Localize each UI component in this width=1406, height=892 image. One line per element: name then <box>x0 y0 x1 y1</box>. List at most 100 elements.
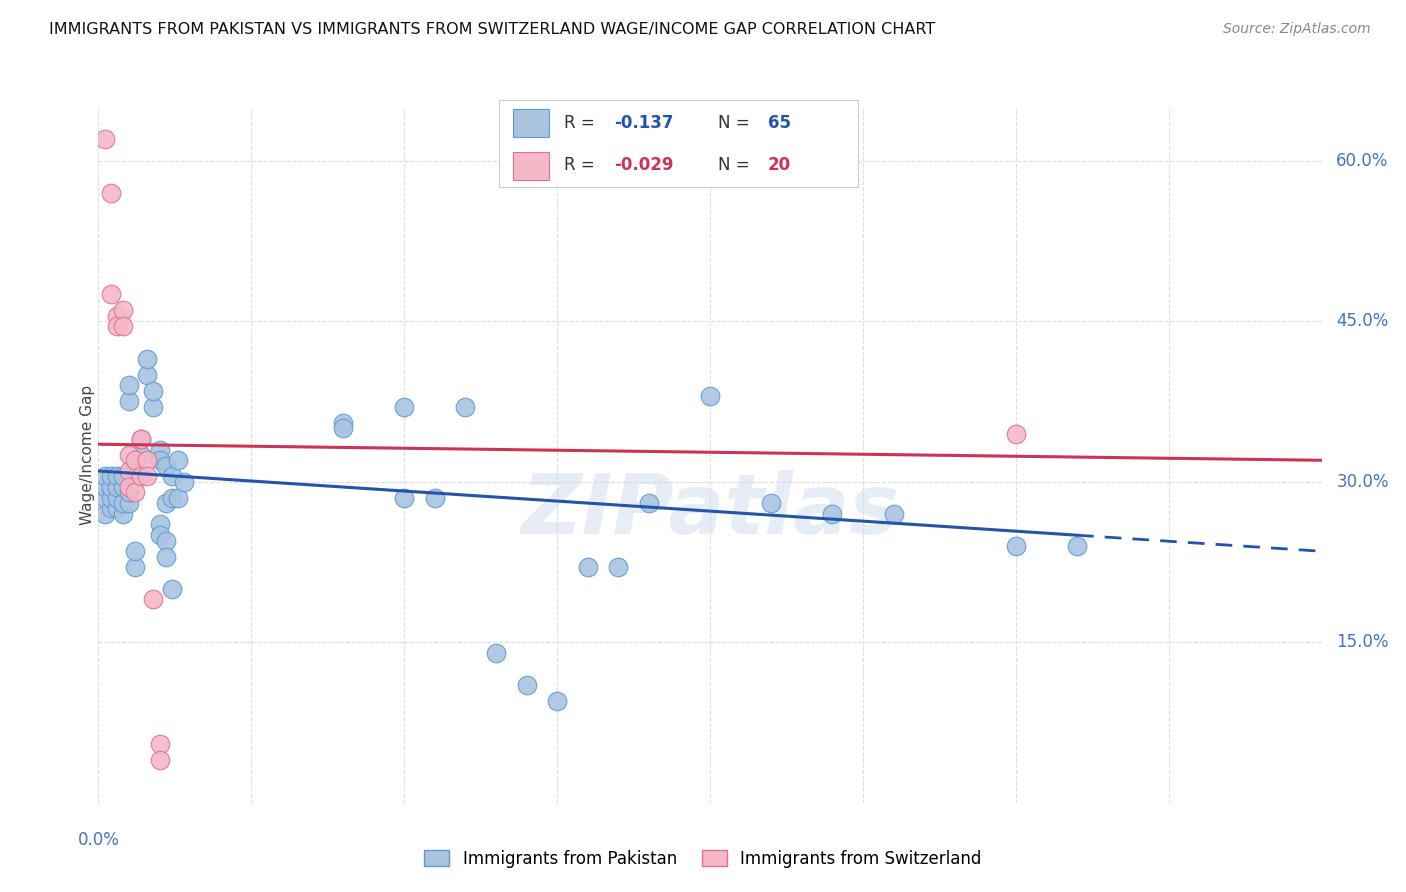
Legend: Immigrants from Pakistan, Immigrants from Switzerland: Immigrants from Pakistan, Immigrants fro… <box>418 844 988 875</box>
Point <box>173 475 195 489</box>
Point <box>332 421 354 435</box>
Point <box>576 560 599 574</box>
Point <box>100 480 122 494</box>
Text: 45.0%: 45.0% <box>1336 312 1389 330</box>
Point <box>160 469 183 483</box>
Point <box>821 507 844 521</box>
Text: N =: N = <box>718 155 755 174</box>
Text: N =: N = <box>718 113 755 132</box>
Point <box>93 469 115 483</box>
Point <box>136 469 159 483</box>
Text: 65: 65 <box>768 113 792 132</box>
Point <box>105 501 128 516</box>
Point <box>160 491 183 505</box>
Point <box>167 491 190 505</box>
Text: IMMIGRANTS FROM PAKISTAN VS IMMIGRANTS FROM SWITZERLAND WAGE/INCOME GAP CORRELAT: IMMIGRANTS FROM PAKISTAN VS IMMIGRANTS F… <box>49 22 935 37</box>
Point <box>118 464 141 478</box>
Point <box>93 507 115 521</box>
Point <box>100 287 122 301</box>
Point <box>149 737 172 751</box>
Point <box>423 491 446 505</box>
Y-axis label: Wage/Income Gap: Wage/Income Gap <box>80 384 94 525</box>
Point <box>142 400 165 414</box>
Point <box>155 533 177 548</box>
Point <box>100 469 122 483</box>
Point <box>105 319 128 334</box>
Point <box>111 303 134 318</box>
Point <box>149 442 172 457</box>
Point <box>699 389 721 403</box>
Point <box>607 560 630 574</box>
Text: 30.0%: 30.0% <box>1336 473 1389 491</box>
Point <box>759 496 782 510</box>
Point <box>111 469 134 483</box>
Point <box>105 469 128 483</box>
Point <box>111 480 134 494</box>
Point <box>105 480 128 494</box>
Point <box>637 496 661 510</box>
Point <box>105 309 128 323</box>
Point <box>118 394 141 409</box>
Point <box>129 448 152 462</box>
Point <box>392 491 416 505</box>
Point <box>93 491 115 505</box>
Point <box>111 496 134 510</box>
Point <box>1004 426 1026 441</box>
Text: -0.029: -0.029 <box>614 155 673 174</box>
Point <box>118 480 141 494</box>
Point <box>392 400 416 414</box>
Point <box>142 592 165 607</box>
Point <box>124 458 146 473</box>
Text: R =: R = <box>564 113 600 132</box>
Point <box>454 400 477 414</box>
Point <box>100 501 122 516</box>
Text: -0.137: -0.137 <box>614 113 673 132</box>
Point <box>1066 539 1088 553</box>
Point <box>160 582 183 596</box>
Point <box>149 753 172 767</box>
Point <box>111 507 134 521</box>
Text: 20: 20 <box>768 155 792 174</box>
Point <box>118 496 141 510</box>
Point <box>105 491 128 505</box>
Point <box>167 453 190 467</box>
Point <box>155 458 177 473</box>
Point <box>100 491 122 505</box>
Point <box>485 646 508 660</box>
Point <box>136 351 159 366</box>
Point <box>149 517 172 532</box>
Text: R =: R = <box>564 155 600 174</box>
Point <box>118 378 141 392</box>
Point <box>100 186 122 200</box>
Point <box>124 560 146 574</box>
Text: Source: ZipAtlas.com: Source: ZipAtlas.com <box>1223 22 1371 37</box>
Point <box>93 132 115 146</box>
Point <box>118 448 141 462</box>
Point <box>124 453 146 467</box>
Point <box>93 480 115 494</box>
Point <box>111 319 134 334</box>
Point <box>155 496 177 510</box>
Point <box>118 485 141 500</box>
Point <box>149 453 172 467</box>
FancyBboxPatch shape <box>513 109 550 136</box>
Text: 60.0%: 60.0% <box>1336 152 1389 169</box>
Point <box>155 549 177 564</box>
Text: 15.0%: 15.0% <box>1336 633 1389 651</box>
Point <box>124 485 146 500</box>
Point <box>332 416 354 430</box>
FancyBboxPatch shape <box>513 153 550 180</box>
Text: ZIPatlas: ZIPatlas <box>522 470 898 551</box>
Point <box>883 507 905 521</box>
Point <box>129 432 152 446</box>
Point <box>129 469 152 483</box>
Point <box>149 528 172 542</box>
Point <box>546 694 568 708</box>
Text: 0.0%: 0.0% <box>77 830 120 848</box>
Point <box>124 544 146 558</box>
Point <box>129 432 152 446</box>
Point <box>1004 539 1026 553</box>
Point <box>136 368 159 382</box>
Point <box>142 384 165 398</box>
Point <box>516 678 538 692</box>
